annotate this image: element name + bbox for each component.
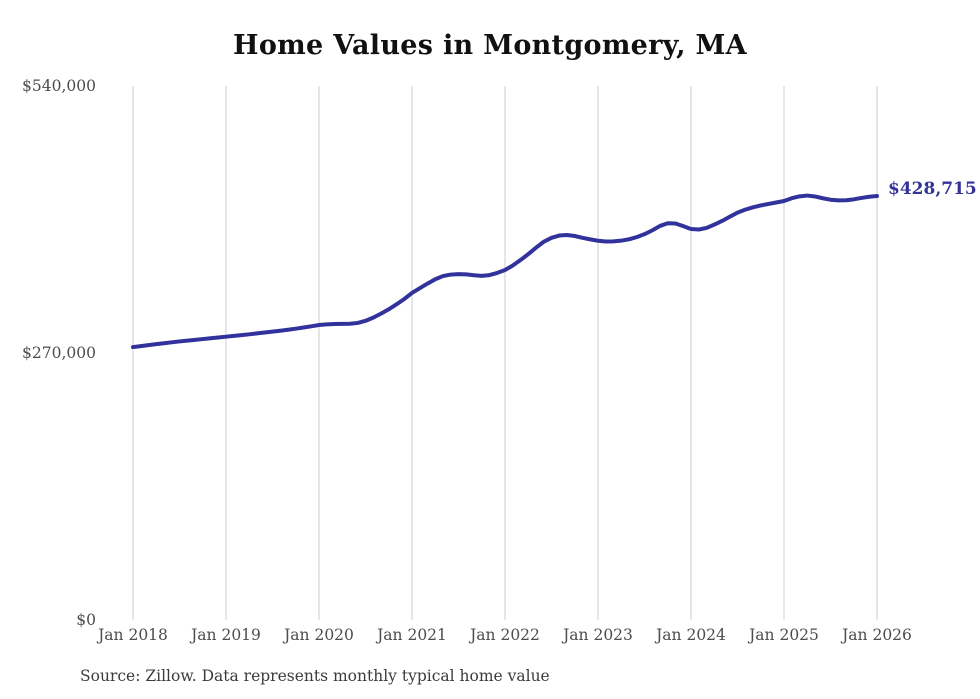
- x-tick-label: Jan 2023: [563, 626, 633, 644]
- x-tick-label: Jan 2021: [377, 626, 447, 644]
- x-tick-label: Jan 2019: [191, 626, 261, 644]
- x-tick-label: Jan 2020: [284, 626, 354, 644]
- x-tick-label: Jan 2025: [749, 626, 819, 644]
- x-tick-label: Jan 2018: [98, 626, 168, 644]
- y-tick-label: $0: [76, 611, 96, 629]
- x-tick-label: Jan 2024: [656, 626, 726, 644]
- source-note: Source: Zillow. Data represents monthly …: [80, 667, 550, 685]
- chart-title: Home Values in Montgomery, MA: [233, 30, 747, 61]
- y-tick-label: $270,000: [22, 344, 96, 362]
- home-value-line: [131, 193, 879, 350]
- gridlines: [132, 86, 878, 620]
- y-tick-label: $540,000: [22, 77, 96, 95]
- x-tick-label: Jan 2022: [470, 626, 540, 644]
- last-value-label: $428,715: [888, 179, 977, 200]
- x-tick-label: Jan 2026: [842, 626, 912, 644]
